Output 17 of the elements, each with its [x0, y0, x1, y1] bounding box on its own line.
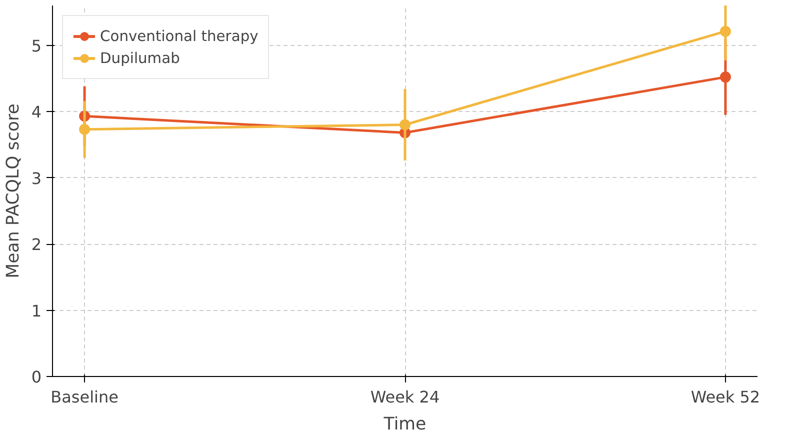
y-tick-label: 2 [31, 235, 42, 254]
point [79, 124, 90, 135]
legend-label: Dupilumab [100, 50, 180, 66]
point [720, 72, 731, 83]
point [400, 119, 410, 130]
x-tick-label: Week 24 [370, 388, 440, 406]
x-tick-label: Baseline [50, 388, 118, 406]
legend-label: Conventional therapy [100, 28, 258, 44]
x-axis-title: Time [382, 414, 426, 434]
y-tick-label: 4 [31, 102, 42, 122]
x-tick-label: Week 52 [690, 388, 760, 406]
y-tick-label: 0 [31, 368, 42, 386]
y-tick-label: 3 [31, 168, 42, 188]
y-axis-title: Mean PACQLQ score [3, 104, 24, 278]
point [720, 26, 731, 37]
y-tick-label: 5 [31, 36, 42, 56]
y-tick-label: 1 [31, 301, 42, 320]
